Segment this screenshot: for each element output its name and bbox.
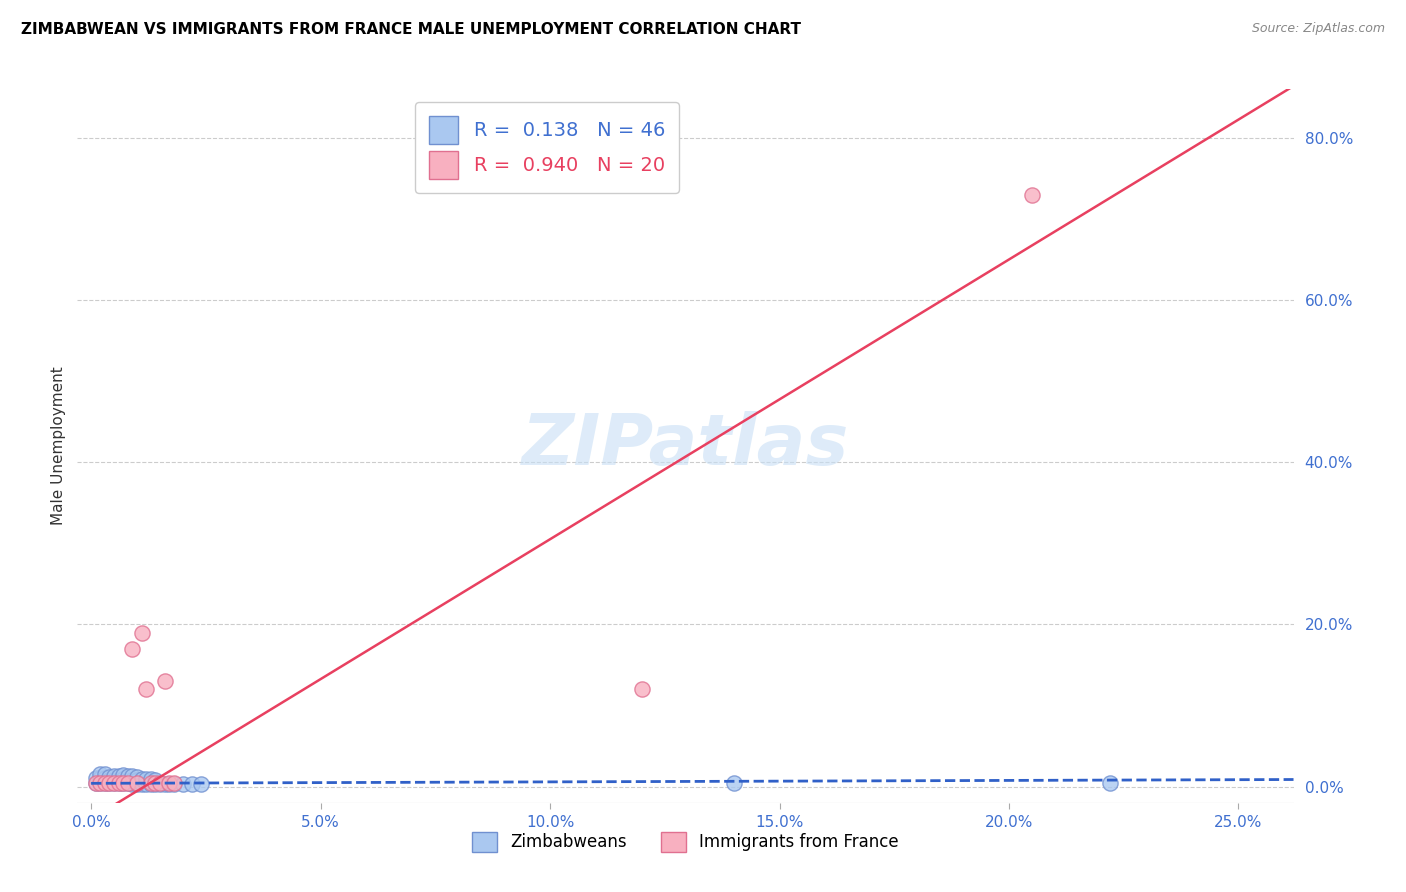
Point xyxy=(121,641,143,656)
Point xyxy=(139,772,162,787)
Point xyxy=(149,775,172,789)
Point xyxy=(1021,187,1043,202)
Point xyxy=(103,773,125,788)
Point xyxy=(131,777,153,791)
Point xyxy=(139,775,162,789)
Point xyxy=(89,775,111,789)
Point xyxy=(149,777,172,791)
Point xyxy=(103,775,125,789)
Point xyxy=(107,773,129,788)
Point xyxy=(112,772,135,787)
Point xyxy=(139,777,162,791)
Point xyxy=(163,775,186,789)
Point xyxy=(135,777,157,791)
Point xyxy=(94,775,117,789)
Point xyxy=(157,775,180,789)
Point xyxy=(107,769,129,783)
Point xyxy=(121,769,143,783)
Point xyxy=(89,775,111,789)
Text: Source: ZipAtlas.com: Source: ZipAtlas.com xyxy=(1251,22,1385,36)
Point xyxy=(125,777,148,791)
Point xyxy=(125,773,148,788)
Point xyxy=(121,773,143,788)
Point xyxy=(112,775,135,789)
Point xyxy=(723,776,745,790)
Text: ZIPatlas: ZIPatlas xyxy=(522,411,849,481)
Point xyxy=(94,772,117,786)
Point xyxy=(98,775,121,789)
Point xyxy=(143,775,166,789)
Legend: Zimbabweans, Immigrants from France: Zimbabweans, Immigrants from France xyxy=(465,825,905,859)
Point xyxy=(103,776,125,790)
Point xyxy=(143,777,166,791)
Point xyxy=(112,768,135,782)
Point xyxy=(131,625,153,640)
Point xyxy=(190,777,212,791)
Point xyxy=(630,682,652,697)
Point xyxy=(153,777,176,791)
Point xyxy=(103,769,125,783)
Point xyxy=(94,767,117,781)
Point xyxy=(117,776,139,790)
Point xyxy=(89,767,111,781)
Point xyxy=(163,777,186,791)
Point xyxy=(135,772,157,787)
Point xyxy=(84,775,107,789)
Point xyxy=(1098,775,1121,789)
Point xyxy=(153,674,176,689)
Point xyxy=(89,772,111,786)
Point xyxy=(98,770,121,784)
Point xyxy=(107,776,129,790)
Point xyxy=(107,775,129,789)
Point xyxy=(117,775,139,789)
Point xyxy=(131,772,153,787)
Point xyxy=(117,773,139,788)
Y-axis label: Male Unemployment: Male Unemployment xyxy=(51,367,66,525)
Point xyxy=(125,775,148,789)
Point xyxy=(98,773,121,788)
Point xyxy=(157,777,180,791)
Point xyxy=(121,777,143,791)
Point xyxy=(125,770,148,784)
Point xyxy=(143,773,166,788)
Point xyxy=(135,682,157,697)
Point xyxy=(94,775,117,789)
Point xyxy=(181,777,204,791)
Text: ZIMBABWEAN VS IMMIGRANTS FROM FRANCE MALE UNEMPLOYMENT CORRELATION CHART: ZIMBABWEAN VS IMMIGRANTS FROM FRANCE MAL… xyxy=(21,22,801,37)
Point xyxy=(112,776,135,790)
Point xyxy=(172,777,194,791)
Point xyxy=(98,775,121,789)
Point xyxy=(117,769,139,783)
Point xyxy=(84,775,107,789)
Point xyxy=(84,772,107,786)
